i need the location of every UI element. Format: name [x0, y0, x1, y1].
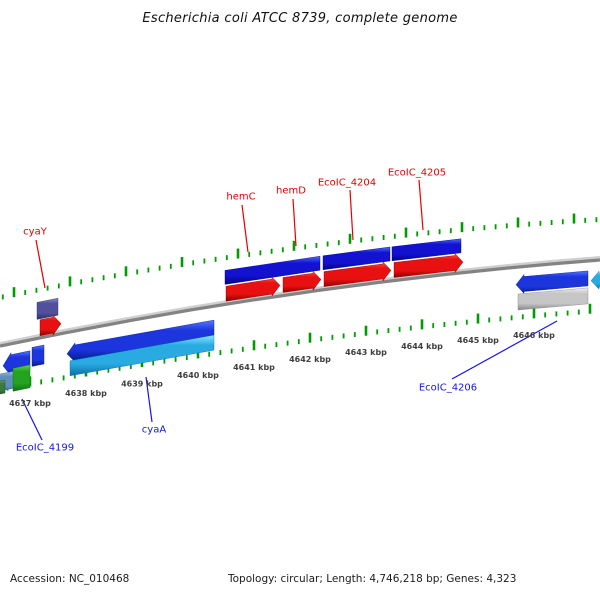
scale-label-4645: 4645 kbp: [457, 336, 499, 345]
gene-cyaY-box: [36, 297, 59, 320]
scale-label-4639: 4639 kbp: [121, 380, 163, 389]
gene-label-EcoIC_4206: EcoIC_4206: [419, 383, 477, 394]
scale-label-4640: 4640 kbp: [177, 371, 219, 380]
gene-EcoIC_4206-gray-bar: [517, 287, 589, 311]
leader-line-hemC: [241, 204, 249, 253]
gene-label-cyaY: cyaY: [23, 227, 48, 238]
scale-label-4646: 4646 kbp: [513, 331, 555, 340]
gene-ring-bar-2: [322, 246, 391, 271]
gene-cyaA-bar: [69, 334, 215, 377]
gene-EcoIC_4204-arrow: [323, 261, 392, 287]
gene-hemD-arrow: [282, 270, 322, 293]
gene-EcoIC_4206-arrow: [515, 270, 589, 295]
gene-EcoIC_4205-arrow: [393, 252, 464, 278]
scale-label-4643: 4643 kbp: [345, 348, 387, 357]
gene-corner-green-box: [12, 364, 31, 392]
scale-label-4637: 4637 kbp: [9, 399, 51, 408]
leader-line-cyaY: [35, 239, 46, 289]
upper-tick-track: [1, 213, 598, 300]
gene-corner-olive-bar: [0, 379, 6, 395]
leader-line-EcoIC_4204: [349, 189, 354, 241]
gene-label-EcoIC_4204: EcoIC_4204: [318, 178, 376, 189]
leader-line-hemD: [292, 198, 297, 247]
leader-line-EcoIC_4206: [451, 320, 558, 380]
leader-line-cyaA: [145, 376, 153, 423]
gene-label-EcoIC_4199: EcoIC_4199: [16, 443, 74, 454]
leader-line-EcoIC_4205: [418, 179, 424, 231]
gene-corner-blue-bar: [31, 344, 45, 367]
gene-label-hemC: hemC: [226, 192, 255, 203]
gene-ring-bar-1: [224, 255, 321, 285]
genome-axis-highlight: [0, 256, 600, 345]
gene-hemC-arrow: [225, 276, 281, 302]
scale-label-4642: 4642 kbp: [289, 355, 331, 364]
gene-cyaY-arrow: [39, 314, 62, 337]
gene-label-hemD: hemD: [276, 186, 306, 197]
scale-label-4641: 4641 kbp: [233, 363, 275, 372]
figure-title: Escherichia coli ATCC 8739, complete gen…: [142, 11, 458, 26]
leader-line-EcoIC_4199: [21, 398, 43, 441]
topology-summary-text: Topology: circular; Length: 4,746,218 bp…: [228, 573, 517, 585]
gene-right-edge-cyan-arrow: [590, 270, 600, 290]
scale-label-4644: 4644 kbp: [401, 342, 443, 351]
genome-axis-line: [0, 258, 600, 348]
gene-label-cyaA: cyaA: [142, 425, 167, 436]
gene-ring-bar-3: [391, 238, 462, 262]
accession-text: Accession: NC_010468: [10, 573, 130, 585]
gene-label-EcoIC_4205: EcoIC_4205: [388, 168, 446, 179]
scale-label-4638: 4638 kbp: [65, 389, 107, 398]
